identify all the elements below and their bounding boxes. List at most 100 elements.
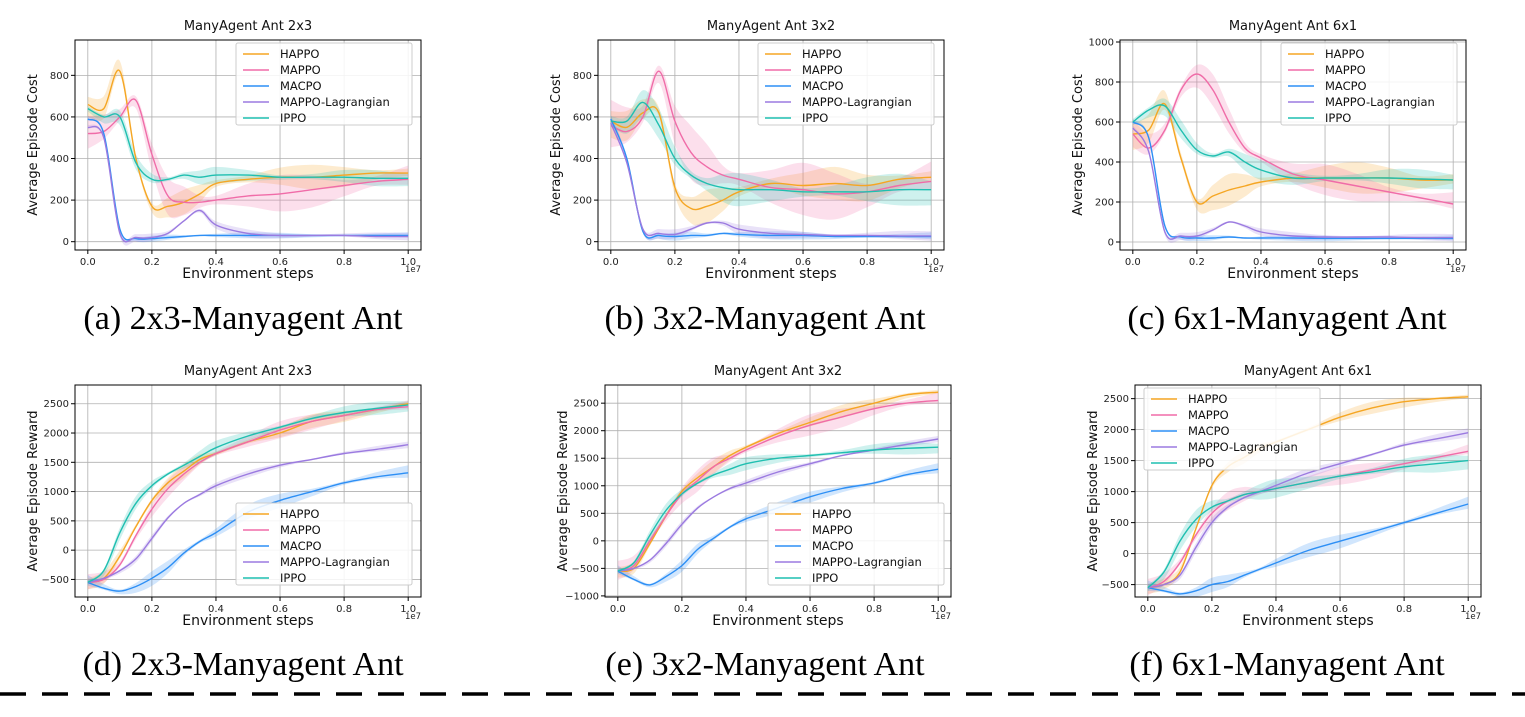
- x-tick-label: 0.4: [208, 257, 224, 268]
- series-band-mappo: [617, 392, 939, 581]
- series-line-ippo: [87, 404, 409, 583]
- y-tick-label: 200: [1095, 198, 1114, 209]
- series-line-mappo-lagrangian: [87, 444, 409, 584]
- legend-label: IPPO: [802, 111, 828, 125]
- legend-label: IPPO: [1188, 456, 1214, 470]
- x-tick-label: 0.4: [738, 604, 754, 615]
- legend-label: HAPPO: [802, 47, 841, 61]
- x-offset-label: 1e7: [405, 612, 421, 622]
- x-tick-label: 1.0: [1460, 604, 1476, 615]
- x-offset-label: 1e7: [1465, 612, 1481, 622]
- legend-box: [1143, 387, 1321, 471]
- legend-label: MAPPO-Lagrangian: [1188, 440, 1298, 454]
- plot-frame: [74, 384, 422, 598]
- x-tick-label: 1.0: [1445, 257, 1461, 268]
- legend: HAPPO MAPPO MACPO MAPPO-Lagrangian IPPO: [1280, 42, 1458, 126]
- legend-label: MACPO: [802, 79, 844, 93]
- series-line-macpo: [610, 118, 932, 239]
- x-tick-label: 0.0: [80, 604, 96, 615]
- plot-frame: [604, 384, 952, 598]
- legend-label: IPPO: [1325, 111, 1351, 125]
- legend-label: MAPPO: [280, 63, 321, 77]
- x-tick-label: 0.6: [1317, 257, 1333, 268]
- series-line-mappo: [1132, 73, 1454, 205]
- chart-3: 0.0 0.2 0.4 0.6 0.8 1.0 0 200 400 600 800 1000 1e7 Ma…: [1071, 19, 1467, 282]
- chart-title: ManyAgent Ant 3x2: [707, 19, 835, 34]
- legend-label: MAPPO: [1188, 408, 1229, 422]
- y-tick-label: 1000: [1104, 487, 1129, 498]
- legend-label: MAPPO-Lagrangian: [1325, 95, 1435, 109]
- x-tick-label: 0.8: [1381, 257, 1397, 268]
- legend-box: [1280, 42, 1458, 126]
- series-group: [610, 65, 932, 241]
- legend-label: IPPO: [812, 571, 838, 585]
- legend-box: [767, 502, 945, 586]
- series-line-mappo: [87, 406, 409, 584]
- y-tick-label: 2000: [574, 426, 599, 437]
- y-tick-label: −500: [572, 564, 599, 575]
- legend-label: MACPO: [1188, 424, 1230, 438]
- series-line-ippo: [610, 101, 932, 193]
- x-tick-label: 0.2: [144, 604, 160, 615]
- x-axis-label: Environment steps: [1227, 266, 1358, 282]
- y-tick-label: −500: [42, 575, 69, 586]
- legend-label: MAPPO-Lagrangian: [280, 95, 390, 109]
- series-line-ippo: [1132, 104, 1454, 181]
- y-tick-label: 500: [580, 509, 599, 520]
- series-line-mappo-lagrangian: [1132, 127, 1454, 240]
- legend-label: MACPO: [280, 539, 322, 553]
- legend-label: IPPO: [280, 571, 306, 585]
- legend-label: MAPPO: [812, 523, 853, 537]
- y-tick-label: 0: [1123, 549, 1129, 560]
- y-tick-label: 1500: [1104, 456, 1129, 467]
- y-tick-label: 0: [63, 546, 69, 557]
- x-offset-label: 1e7: [1450, 265, 1466, 275]
- y-tick-label: 0: [63, 237, 69, 248]
- x-offset-label: 1e7: [928, 265, 944, 275]
- series-line-ippo: [87, 107, 409, 182]
- y-tick-label: 600: [1095, 118, 1114, 129]
- chart-title: ManyAgent Ant 6x1: [1229, 19, 1357, 34]
- x-axis-label: Environment steps: [1242, 613, 1373, 629]
- y-axis-label: Average Episode Cost: [26, 74, 41, 216]
- series-line-macpo: [1132, 121, 1454, 240]
- x-axis-label: Environment steps: [182, 613, 313, 629]
- y-tick-label: 1000: [44, 487, 69, 498]
- series-line-ippo: [617, 446, 939, 572]
- chart-title: ManyAgent Ant 3x2: [714, 364, 842, 379]
- legend-box: [235, 42, 413, 126]
- series-line-macpo: [87, 472, 409, 592]
- y-tick-label: 2500: [44, 399, 69, 410]
- plot-frame: [1119, 39, 1467, 251]
- x-tick-label: 0.6: [802, 604, 818, 615]
- caption-e: (e) 3x2-Manyagent Ant: [605, 646, 925, 683]
- legend-label: HAPPO: [1325, 47, 1364, 61]
- y-tick-label: 2500: [574, 399, 599, 410]
- x-offset-label: 1e7: [935, 612, 951, 622]
- series-group: [1132, 64, 1454, 243]
- series-band-macpo: [1147, 496, 1469, 597]
- y-tick-label: 2500: [1104, 394, 1129, 405]
- y-tick-label: 400: [50, 154, 69, 165]
- series-band-mappo: [1147, 444, 1469, 596]
- legend-label: MAPPO: [802, 63, 843, 77]
- x-tick-label: 1.0: [923, 257, 939, 268]
- plot-frame: [74, 39, 422, 251]
- series-band-mappo: [1132, 64, 1454, 209]
- chart-5: 0.0 0.2 0.4 0.6 0.8 1.0 −1000 −500 0 500 1000 1500 2…: [556, 364, 952, 629]
- y-tick-label: 0: [586, 237, 592, 248]
- y-tick-label: 800: [573, 71, 592, 82]
- series-band-ippo: [610, 90, 932, 207]
- legend-label: IPPO: [280, 111, 306, 125]
- y-tick-label: 1000: [1089, 38, 1114, 49]
- legend-label: MACPO: [812, 539, 854, 553]
- series-group: [617, 389, 939, 588]
- chart-4: 0.0 0.2 0.4 0.6 0.8 1.0 −500 0 500 1000 1500 2000 25…: [26, 364, 422, 629]
- series-group: [87, 400, 409, 595]
- y-tick-label: 800: [50, 71, 69, 82]
- caption-b: (b) 3x2-Manyagent Ant: [604, 300, 926, 337]
- series-band-happo: [1132, 90, 1454, 214]
- series-band-happo: [1147, 394, 1469, 594]
- plot-frame: [597, 39, 945, 251]
- x-tick-label: 1.0: [400, 604, 416, 615]
